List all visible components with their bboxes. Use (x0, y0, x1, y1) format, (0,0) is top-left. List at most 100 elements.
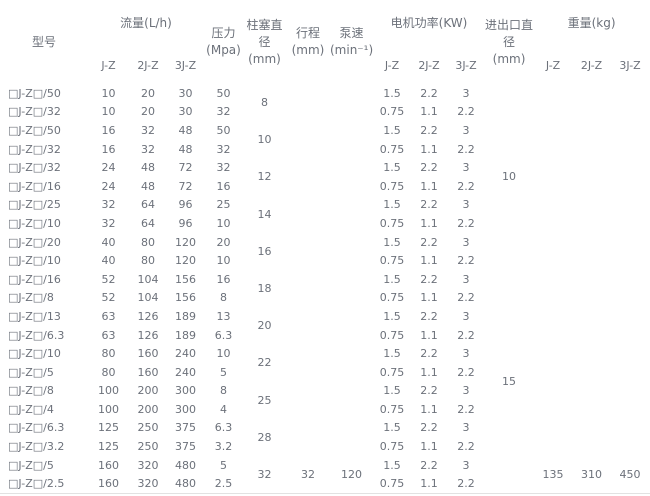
weight-2jz-cell (573, 121, 610, 140)
flow-jz-cell: 40 (101, 254, 116, 268)
flow-jz-cell: 80 (101, 365, 116, 379)
pressure-cell: 4 (220, 402, 227, 416)
power-2jz-cell: 1.1 (420, 105, 438, 119)
pressure-cell: 6.3 (214, 421, 233, 435)
header-flow-group: 流量(L/h) (120, 16, 172, 30)
power-2jz-cell: 2.2 (420, 235, 438, 249)
power-2jz-cell: 1.1 (420, 365, 438, 379)
weight-2jz-cell (573, 214, 610, 233)
weight-jz-cell (533, 363, 573, 382)
model-cell: □J-Z□/32 (8, 161, 61, 175)
weight-jz-cell (533, 326, 573, 345)
flow-3jz-cell: 30 (178, 86, 193, 100)
power-jz-cell: 0.75 (379, 179, 405, 193)
weight-2jz-cell: 310 (581, 467, 603, 481)
power-2jz-cell: 1.1 (420, 254, 438, 268)
flow-jz-cell: 52 (101, 291, 116, 305)
weight-jz-cell (533, 419, 573, 438)
pressure-cell: 32 (216, 161, 231, 175)
header-model: 型号 (31, 34, 56, 49)
power-jz-cell: 1.5 (383, 272, 401, 286)
pressure-cell: 25 (216, 198, 231, 212)
header-weight-jz: J-Z (545, 59, 561, 72)
power-2jz-cell: 1.1 (420, 328, 438, 342)
header-weight-3jz: 3J-Z (619, 59, 641, 72)
model-cell: □J-Z□/13 (8, 309, 61, 323)
inlet-outlet-cell: 10 (502, 170, 517, 184)
power-jz-cell: 1.5 (383, 421, 401, 435)
stroke-cell (286, 419, 330, 438)
power-3jz-cell: 3 (462, 384, 470, 398)
plunger-diameter-cell: 18 (257, 282, 272, 296)
weight-3jz-cell (610, 103, 650, 122)
pump-speed-cell (330, 121, 373, 140)
weight-3jz-cell (610, 214, 650, 233)
flow-2jz-cell: 80 (141, 235, 155, 249)
power-jz-cell: 0.75 (379, 440, 405, 454)
table-row: □J-Z□/6.3 63 126 189 6.3 0.75 1.1 2.2 (0, 326, 650, 345)
table-row: □J-Z□/32 16 32 48 32 0.75 1.1 2.2 (0, 140, 650, 159)
flow-jz-cell: 32 (101, 198, 116, 212)
model-cell: □J-Z□/32 (8, 142, 61, 156)
table-row: □J-Z□/8 100 200 300 8 25 1.5 2.2 3 (0, 382, 650, 406)
weight-3jz-cell (610, 326, 650, 345)
stroke-cell (286, 140, 330, 159)
weight-jz-cell: 135 (542, 467, 564, 481)
weight-2jz-cell (573, 158, 610, 177)
weight-3jz-cell (610, 84, 650, 103)
pump-speed-cell (330, 158, 373, 177)
weight-jz-cell (533, 382, 573, 401)
power-2jz-cell: 1.1 (420, 179, 438, 193)
table-row: □J-Z□/20 40 80 120 20 16 1.5 2.2 3 (0, 233, 650, 258)
header-pump-speed: 泵速 (min⁻¹) (330, 26, 374, 57)
table-row: □J-Z□/10 32 64 96 10 0.75 1.1 2.2 (0, 214, 650, 233)
flow-jz-cell: 52 (101, 272, 116, 286)
flow-jz-cell: 80 (101, 347, 116, 361)
power-3jz-cell: 2.2 (457, 440, 475, 454)
flow-2jz-cell: 64 (141, 216, 155, 230)
pressure-cell: 50 (216, 123, 231, 137)
header-flow-jz: J-Z (101, 59, 116, 72)
stroke-cell (286, 233, 330, 252)
weight-jz-cell (533, 196, 573, 215)
stroke-cell (286, 196, 330, 215)
pressure-cell: 6.3 (214, 328, 233, 342)
power-jz-cell: 1.5 (383, 309, 401, 323)
weight-3jz-cell (610, 382, 650, 401)
flow-jz-cell: 24 (101, 161, 116, 175)
pressure-cell: 8 (220, 384, 227, 398)
weight-3jz-cell (610, 140, 650, 159)
power-3jz-cell: 2.2 (457, 179, 475, 193)
flow-2jz-cell: 250 (137, 440, 159, 454)
power-3jz-cell: 2.2 (457, 328, 475, 342)
pressure-cell: 5 (220, 365, 227, 379)
power-jz-cell: 0.75 (379, 216, 405, 230)
table-row: □J-Z□/16 24 48 72 16 0.75 1.1 2.2 (0, 177, 650, 196)
plunger-diameter-cell: 25 (257, 393, 272, 407)
power-2jz-cell: 2.2 (420, 309, 438, 323)
power-2jz-cell: 2.2 (420, 198, 438, 212)
power-3jz-cell: 3 (462, 458, 470, 472)
power-jz-cell: 0.75 (379, 291, 405, 305)
power-2jz-cell: 2.2 (420, 86, 438, 100)
weight-2jz-cell (573, 251, 610, 270)
weight-3jz-cell (610, 307, 650, 326)
pressure-cell: 3.2 (214, 440, 233, 454)
flow-3jz-cell: 120 (175, 254, 196, 268)
flow-jz-cell: 10 (101, 86, 116, 100)
power-2jz-cell: 1.1 (420, 402, 438, 416)
flow-2jz-cell: 104 (137, 291, 159, 305)
flow-3jz-cell: 375 (175, 440, 196, 454)
power-2jz-cell: 1.1 (420, 477, 438, 491)
power-2jz-cell: 1.1 (420, 142, 438, 156)
weight-jz-cell (533, 233, 573, 252)
power-2jz-cell: 1.1 (420, 440, 438, 454)
flow-2jz-cell: 160 (137, 365, 159, 379)
power-jz-cell: 0.75 (379, 105, 405, 119)
pump-speed-cell (330, 140, 373, 159)
flow-jz-cell: 125 (98, 421, 119, 435)
power-jz-cell: 1.5 (383, 235, 401, 249)
weight-3jz-cell (610, 289, 650, 308)
table-row: □J-Z□/5 160 320 480 5 32 32 120 1.5 2.2 3 135 310 450 (0, 456, 650, 481)
weight-3jz-cell (610, 196, 650, 215)
